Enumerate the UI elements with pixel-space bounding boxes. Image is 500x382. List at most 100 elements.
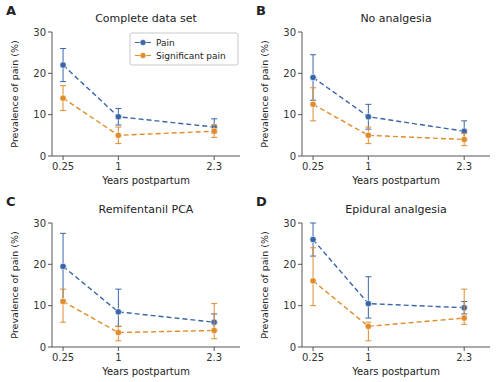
error-bar-stem xyxy=(118,289,119,326)
point xyxy=(310,236,316,242)
x-axis xyxy=(302,347,490,348)
error-bar-cap xyxy=(365,143,371,144)
point xyxy=(115,309,121,315)
error-bar-cap xyxy=(461,289,467,290)
error-bar-cap xyxy=(461,133,467,134)
point xyxy=(365,323,371,329)
error-bar xyxy=(115,108,121,125)
y-tick-label: 0 xyxy=(290,151,296,162)
x-tick-label: 0.25 xyxy=(52,161,74,172)
point xyxy=(115,329,121,335)
error-bar-stem xyxy=(63,289,64,322)
x-tick xyxy=(464,347,465,351)
error-bar-cap xyxy=(461,324,467,325)
legend-label: Significant pain xyxy=(156,51,226,61)
series-line xyxy=(313,281,464,326)
error-bar xyxy=(310,88,316,121)
error-bar-cap xyxy=(115,289,121,290)
error-bar-cap xyxy=(310,305,316,306)
title: Epidural analgesia xyxy=(345,203,447,216)
x-tick-label: 2.3 xyxy=(456,352,472,363)
x-axis xyxy=(302,156,490,157)
y-tick xyxy=(48,347,52,348)
point xyxy=(115,132,121,138)
y-axis xyxy=(52,32,53,156)
error-bar xyxy=(211,125,217,137)
error-bar-cap xyxy=(211,118,217,119)
panel-label: C xyxy=(6,194,16,209)
error-bar-cap xyxy=(310,247,316,248)
y-tick-label: 30 xyxy=(283,27,296,38)
series-line xyxy=(63,65,214,127)
error-bar-cap xyxy=(115,326,121,327)
error-bar xyxy=(60,289,66,322)
y-axis-label: Prevalence of pain (%) xyxy=(259,231,270,338)
y-tick-label: 20 xyxy=(283,259,296,270)
series-line xyxy=(313,104,464,139)
legend-swatch xyxy=(140,53,146,59)
error-bar-stem xyxy=(313,248,314,306)
error-bar-cap xyxy=(365,322,371,323)
point xyxy=(365,132,371,138)
y-tick xyxy=(298,223,302,224)
error-bar-cap xyxy=(310,120,316,121)
y-tick-label: 10 xyxy=(283,300,296,311)
error-bar-cap xyxy=(211,125,217,126)
error-bar xyxy=(60,49,66,82)
y-tick xyxy=(298,156,302,157)
y-tick-label: 30 xyxy=(33,218,46,229)
y-axis xyxy=(302,223,303,347)
error-bar-cap xyxy=(60,233,66,234)
point xyxy=(461,128,467,134)
error-bar-cap xyxy=(365,340,371,341)
series-line xyxy=(313,77,464,131)
error-bar-cap xyxy=(115,143,121,144)
error-bar xyxy=(365,104,371,129)
error-bar-cap xyxy=(310,223,316,224)
title: Remifentanil PCA xyxy=(99,203,194,216)
point xyxy=(310,101,316,107)
y-tick xyxy=(48,156,52,157)
x-tick-label: 2.3 xyxy=(206,161,222,172)
point xyxy=(211,327,217,333)
x-tick-label: 1 xyxy=(365,352,371,363)
error-bar xyxy=(461,133,467,145)
point xyxy=(60,62,66,68)
y-tick xyxy=(298,73,302,74)
title: No analgesia xyxy=(360,12,431,25)
error-bar xyxy=(211,304,217,339)
error-bar xyxy=(365,277,371,318)
y-tick xyxy=(48,73,52,74)
y-tick-label: 10 xyxy=(33,109,46,120)
y-tick-label: 20 xyxy=(283,68,296,79)
y-tick xyxy=(298,264,302,265)
plot-area xyxy=(310,223,468,341)
error-bar xyxy=(115,127,121,144)
error-bar-cap xyxy=(211,303,217,304)
error-bar xyxy=(365,127,371,144)
x-tick xyxy=(63,347,64,351)
point xyxy=(461,136,467,142)
point xyxy=(461,315,467,321)
point xyxy=(60,263,66,269)
error-bar-cap xyxy=(115,340,121,341)
x-axis-label: Years postpartum xyxy=(101,366,190,377)
error-bar-cap xyxy=(115,326,121,327)
y-tick-label: 10 xyxy=(283,109,296,120)
y-axis-label: Prevalence of pain (%) xyxy=(9,231,20,338)
point xyxy=(60,95,66,101)
error-bar-cap xyxy=(60,81,66,82)
y-tick xyxy=(48,264,52,265)
error-bar-cap xyxy=(211,338,217,339)
point xyxy=(310,278,316,284)
panel-label: A xyxy=(6,3,16,18)
y-tick-label: 20 xyxy=(33,259,46,270)
figure: AComplete data set01020300.2512.3Years p… xyxy=(0,0,500,382)
plot-area xyxy=(310,55,468,146)
error-bar xyxy=(60,86,66,111)
error-bar-cap xyxy=(60,48,66,49)
point xyxy=(211,128,217,134)
y-tick xyxy=(298,347,302,348)
y-tick-label: 20 xyxy=(33,68,46,79)
x-tick xyxy=(118,156,119,160)
